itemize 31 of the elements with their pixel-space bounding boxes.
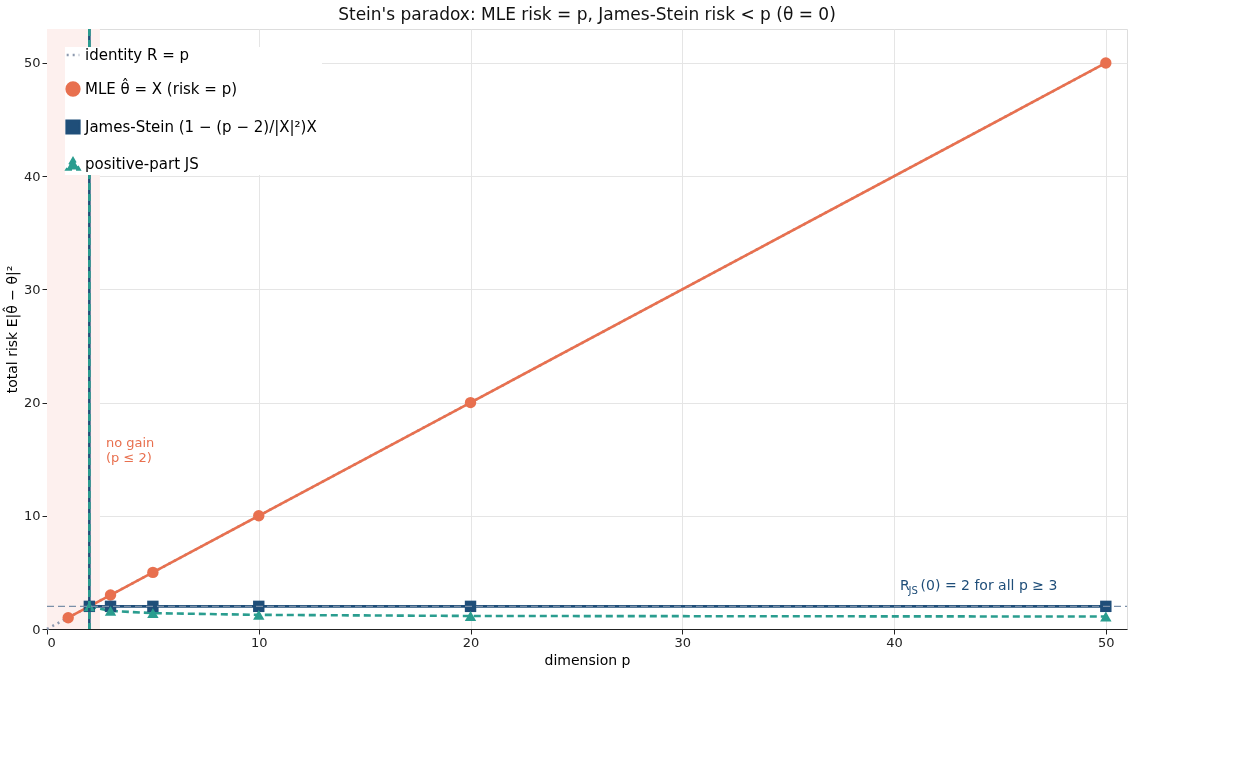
y-tick-label: 0 (32, 621, 41, 637)
point (1100, 57, 1112, 69)
point (464, 396, 477, 409)
y-tick-label: 50 (23, 55, 41, 71)
x-tick-label: 40 (886, 634, 903, 650)
point (104, 589, 117, 601)
point (147, 566, 159, 579)
x-axis-title: dimension p (544, 651, 631, 668)
x-tick-label: 30 (674, 634, 692, 650)
legend-label: James-Stein (1 − (p − 2)/|X|²)X (84, 118, 317, 136)
x-tick-label: 0 (47, 634, 56, 650)
point (253, 510, 265, 522)
x-tick-label: 50 (1098, 634, 1115, 650)
point (62, 611, 74, 624)
chart-title: Stein's paradox: MLE risk = p, James-Stein risk < p (θ = 0) (338, 3, 836, 24)
y-tick-label: 40 (23, 168, 41, 184)
y-tick-label: 10 (23, 508, 41, 524)
x-tick-label: 10 (250, 634, 268, 650)
legend-label: MLE θ̂ = X (risk = p) (85, 78, 238, 98)
legend-label: positive-part JS (85, 155, 199, 173)
point (464, 611, 477, 621)
legend-label: identity R = p (85, 46, 190, 64)
y-axis-title: total risk E|θ̂ − θ|² (2, 265, 21, 394)
y-tick-label: 30 (23, 281, 41, 297)
band-label: no gain (p ≤ 2) (105, 435, 155, 465)
point (147, 608, 159, 619)
point (104, 605, 117, 616)
point (1100, 600, 1112, 613)
x-tick-label: 20 (462, 634, 480, 650)
y-tick-label: 20 (23, 395, 41, 411)
point (253, 609, 265, 620)
